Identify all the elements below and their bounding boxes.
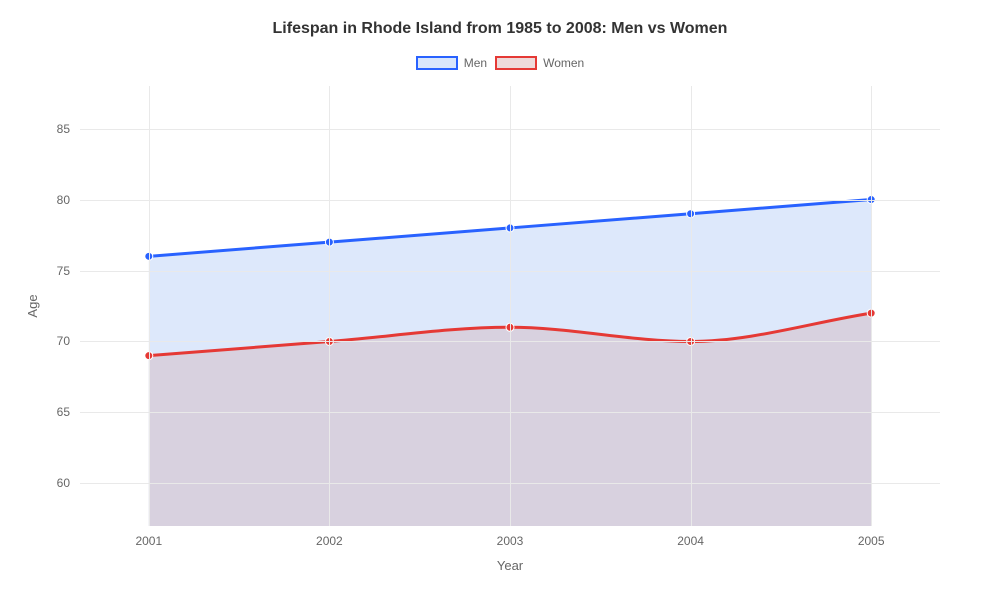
y-tick-label: 65 xyxy=(57,405,70,419)
gridline-vertical xyxy=(691,86,692,526)
gridline-vertical xyxy=(871,86,872,526)
legend-swatch-women xyxy=(495,56,537,70)
x-tick-label: 2004 xyxy=(677,534,704,548)
chart-title: Lifespan in Rhode Island from 1985 to 20… xyxy=(0,20,1000,38)
plot-area: Year Age 2001200220032004200560657075808… xyxy=(80,86,940,526)
x-tick-label: 2003 xyxy=(497,534,524,548)
x-tick-label: 2005 xyxy=(858,534,885,548)
legend-item-men: Men xyxy=(416,56,487,70)
gridline-vertical xyxy=(510,86,511,526)
legend: Men Women xyxy=(0,56,1000,70)
gridline-horizontal xyxy=(80,483,940,484)
gridline-horizontal xyxy=(80,412,940,413)
y-tick-label: 80 xyxy=(57,193,70,207)
gridline-vertical xyxy=(149,86,150,526)
gridline-horizontal xyxy=(80,129,940,130)
legend-label-women: Women xyxy=(543,56,584,70)
y-tick-label: 75 xyxy=(57,264,70,278)
gridline-vertical xyxy=(329,86,330,526)
y-tick-label: 85 xyxy=(57,122,70,136)
chart-container: Lifespan in Rhode Island from 1985 to 20… xyxy=(0,0,1000,600)
y-tick-label: 70 xyxy=(57,334,70,348)
x-axis-label: Year xyxy=(497,558,523,573)
x-tick-label: 2001 xyxy=(135,534,162,548)
legend-label-men: Men xyxy=(464,56,487,70)
legend-swatch-men xyxy=(416,56,458,70)
legend-item-women: Women xyxy=(495,56,584,70)
y-axis-label: Age xyxy=(25,294,40,317)
gridline-horizontal xyxy=(80,200,940,201)
gridline-horizontal xyxy=(80,271,940,272)
x-tick-label: 2002 xyxy=(316,534,343,548)
y-tick-label: 60 xyxy=(57,476,70,490)
gridline-horizontal xyxy=(80,341,940,342)
